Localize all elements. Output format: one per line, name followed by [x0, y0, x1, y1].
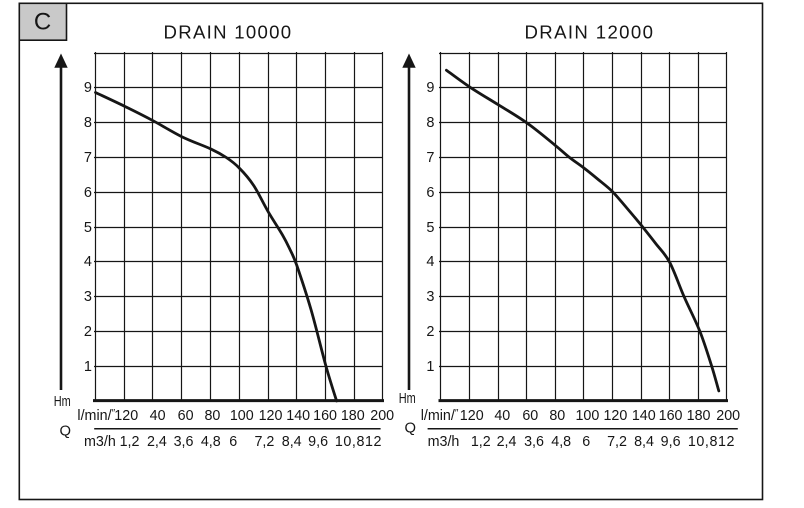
svg-text:9: 9 [84, 80, 92, 96]
svg-text:120: 120 [259, 408, 283, 424]
svg-text:80: 80 [549, 408, 565, 424]
svg-text:10,812: 10,812 [335, 434, 382, 450]
svg-text:2,4: 2,4 [497, 434, 517, 450]
svg-text:120: 120 [603, 408, 627, 424]
svg-text:80: 80 [204, 408, 220, 424]
svg-text:8,4: 8,4 [634, 434, 654, 450]
svg-text:Q: Q [59, 424, 71, 440]
svg-text:9,6: 9,6 [661, 434, 681, 450]
svg-text:2: 2 [426, 324, 434, 340]
svg-text:4: 4 [84, 254, 92, 270]
svg-text:Q: Q [404, 421, 416, 437]
svg-text:9,6: 9,6 [308, 434, 328, 450]
svg-text:9: 9 [426, 80, 434, 96]
svg-text:5: 5 [426, 220, 434, 236]
svg-text:1,2: 1,2 [471, 434, 491, 450]
svg-text:160: 160 [313, 408, 337, 424]
svg-text:7,2: 7,2 [607, 434, 627, 450]
svg-text:6: 6 [426, 185, 434, 201]
svg-text:l/min/″: l/min/″ [77, 408, 115, 424]
svg-text:40: 40 [494, 408, 510, 424]
svg-text:3,6: 3,6 [524, 434, 544, 450]
svg-text:100: 100 [230, 408, 254, 424]
svg-text:120: 120 [114, 408, 138, 424]
svg-text:m3/h: m3/h [84, 434, 116, 450]
svg-text:8: 8 [84, 115, 92, 131]
svg-text:10,812: 10,812 [688, 434, 735, 450]
svg-text:7,2: 7,2 [254, 434, 274, 450]
svg-text:3,6: 3,6 [174, 434, 194, 450]
svg-text:6: 6 [582, 434, 590, 450]
svg-text:160: 160 [659, 408, 683, 424]
svg-text:DRAIN 10000: DRAIN 10000 [164, 22, 291, 43]
svg-text:2,4: 2,4 [147, 434, 167, 450]
svg-text:2: 2 [84, 324, 92, 340]
svg-text:8: 8 [426, 115, 434, 131]
svg-text:200: 200 [716, 408, 740, 424]
svg-text:200: 200 [370, 408, 394, 424]
svg-text:4,8: 4,8 [201, 434, 221, 450]
svg-text:6: 6 [229, 434, 237, 450]
svg-text:1: 1 [426, 359, 434, 375]
svg-text:Hm: Hm [54, 394, 71, 410]
svg-text:140: 140 [632, 408, 656, 424]
svg-text:6: 6 [84, 185, 92, 201]
svg-text:180: 180 [687, 408, 711, 424]
svg-text:7: 7 [84, 150, 92, 166]
svg-text:8,4: 8,4 [282, 434, 302, 450]
svg-text:1: 1 [84, 359, 92, 375]
svg-text:l/min/″: l/min/″ [421, 408, 459, 424]
svg-text:4,8: 4,8 [551, 434, 571, 450]
svg-text:DRAIN 12000: DRAIN 12000 [524, 22, 653, 43]
svg-text:40: 40 [150, 408, 166, 424]
svg-text:120: 120 [460, 408, 484, 424]
svg-text:Hm: Hm [399, 391, 416, 407]
svg-text:3: 3 [84, 289, 92, 305]
svg-text:C: C [34, 9, 51, 36]
svg-text:m3/h: m3/h [428, 434, 460, 450]
svg-text:140: 140 [286, 408, 310, 424]
svg-text:3: 3 [426, 289, 434, 305]
svg-text:7: 7 [426, 150, 434, 166]
svg-text:1,2: 1,2 [120, 434, 140, 450]
svg-text:60: 60 [522, 408, 538, 424]
svg-text:180: 180 [341, 408, 365, 424]
svg-text:60: 60 [178, 408, 194, 424]
svg-text:4: 4 [426, 254, 434, 270]
svg-text:5: 5 [84, 220, 92, 236]
svg-text:100: 100 [575, 408, 599, 424]
